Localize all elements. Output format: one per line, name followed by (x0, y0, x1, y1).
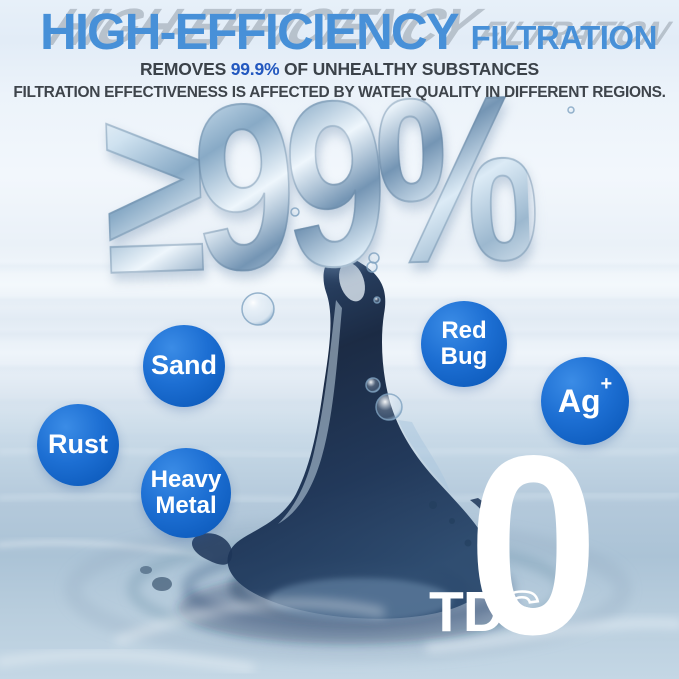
contaminant-bubble-rust: Rust (37, 404, 119, 486)
contaminant-bubble-red-bug: Red Bug (421, 301, 507, 387)
removes-suffix: OF UNHEALTHY SUBSTANCES (279, 59, 540, 79)
contaminant-bubble-sand: Sand (143, 325, 225, 407)
contaminant-label: Rust (48, 429, 108, 460)
contaminant-label: Red Bug (440, 317, 488, 370)
tds-label-outline: S (502, 580, 543, 644)
tds-zero-value: 0 (468, 403, 599, 679)
disclaimer-text: FILTRATION EFFECTIVENESS IS AFFECTED BY … (13, 84, 666, 101)
removes-prefix: REMOVES (139, 59, 231, 79)
contaminant-bubble-heavy-metal: Heavy Metal (141, 448, 231, 538)
title-accent: FILTRATION (470, 19, 658, 56)
page-title: HIGH-EFFICIENCY FILTRATION (40, 6, 657, 57)
removes-value: 99.9% (230, 59, 280, 79)
removes-subtitle: REMOVES 99.9% OF UNHEALTHY SUBSTANCES (0, 59, 679, 80)
contaminant-label: Heavy Metal (150, 466, 222, 519)
tds-label: TDS (429, 582, 542, 642)
title-main: HIGH-EFFICIENCY (40, 3, 460, 60)
tds-label-solid: TD (429, 580, 504, 644)
ion-charge-sup: + (600, 373, 613, 396)
water-bubbles (241, 106, 575, 421)
contaminant-label: Sand (150, 350, 217, 381)
contaminant-label: Ag+ (557, 373, 613, 419)
contaminant-bubble-silver-ion: Ag+ (541, 357, 629, 445)
ripple-highlights (0, 598, 679, 672)
splash-column (140, 254, 500, 622)
